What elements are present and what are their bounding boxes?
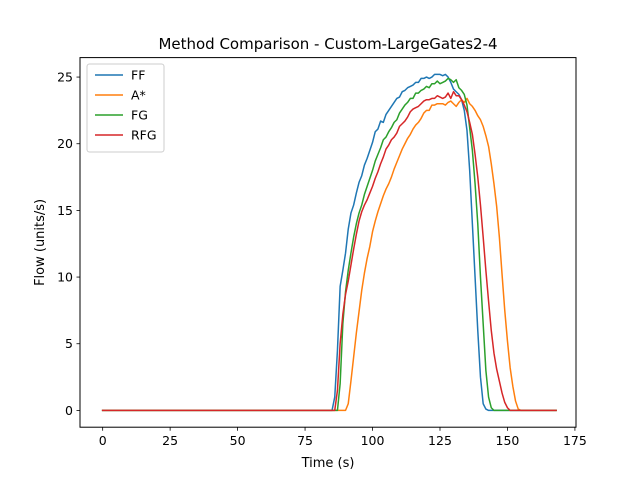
legend-entry: RFG	[95, 128, 157, 143]
legend: FF A* FG RFG	[86, 63, 165, 153]
x-tick-label: 50	[230, 433, 246, 448]
series-line-fg	[101, 77, 557, 412]
y-axis-label: Flow (units/s)	[33, 199, 48, 286]
y-tick-label: 15	[57, 203, 73, 218]
series-line-astar	[101, 97, 557, 412]
series-layer	[101, 73, 557, 412]
x-tick-label: 175	[563, 433, 587, 448]
x-axis-label: Time (s)	[301, 456, 355, 471]
chart-title: Method Comparison - Custom-LargeGates2-4	[158, 35, 497, 53]
legend-entry: A*	[95, 88, 146, 103]
y-tick-label: 20	[57, 136, 73, 151]
series-line-ff	[101, 73, 557, 412]
y-tick-label: 10	[57, 270, 73, 285]
legend-label: RFG	[131, 128, 157, 143]
x-tick-label: 75	[297, 433, 313, 448]
x-axis-ticks: 0 25 50 75 100 125 150 175	[99, 427, 587, 448]
series-line-rfg	[101, 90, 557, 412]
legend-entry: FG	[95, 108, 148, 123]
legend-label: FG	[131, 108, 148, 123]
legend-box	[86, 63, 165, 153]
x-tick-label: 25	[162, 433, 178, 448]
y-tick-label: 5	[65, 336, 73, 351]
legend-entry: FF	[95, 68, 145, 83]
y-axis-ticks: 0 5 10 15 20 25	[57, 70, 80, 418]
legend-label: FF	[131, 68, 145, 83]
x-tick-label: 100	[361, 433, 385, 448]
plot-frame	[79, 57, 577, 428]
legend-label: A*	[131, 88, 146, 103]
x-tick-label: 125	[428, 433, 452, 448]
y-tick-label: 0	[65, 403, 73, 418]
x-tick-label: 150	[496, 433, 520, 448]
y-tick-label: 25	[57, 70, 73, 85]
x-tick-label: 0	[99, 433, 107, 448]
